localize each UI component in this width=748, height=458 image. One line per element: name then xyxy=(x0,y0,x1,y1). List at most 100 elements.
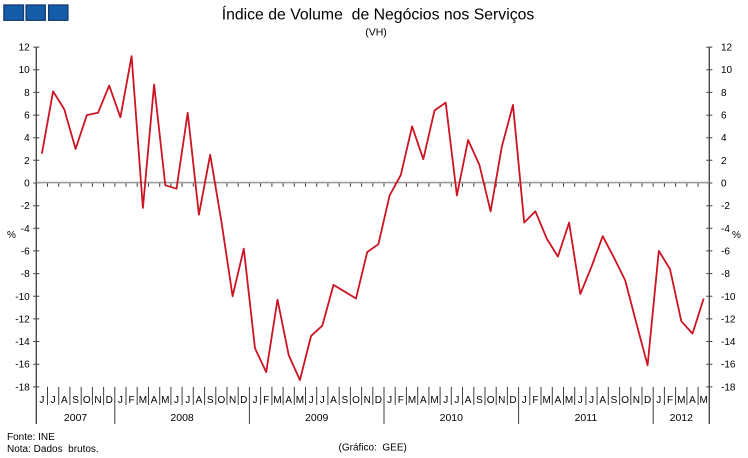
svg-text:6: 6 xyxy=(721,111,727,122)
svg-text:-18: -18 xyxy=(15,382,30,393)
svg-text:-6: -6 xyxy=(721,246,730,257)
svg-text:J: J xyxy=(320,395,325,406)
svg-text:N: N xyxy=(229,395,236,406)
svg-text:N: N xyxy=(364,395,371,406)
svg-text:D: D xyxy=(644,395,651,406)
svg-text:(Gráfico: GEE): (Gráfico: GEE) xyxy=(339,442,407,453)
svg-text:M: M xyxy=(565,395,573,406)
svg-text:-2: -2 xyxy=(721,201,730,212)
svg-text:12: 12 xyxy=(19,43,31,54)
svg-text:J: J xyxy=(118,395,123,406)
svg-text:M: M xyxy=(677,395,685,406)
svg-text:S: S xyxy=(611,395,618,406)
svg-text:-14: -14 xyxy=(721,337,736,348)
svg-text:J: J xyxy=(656,395,661,406)
svg-text:F: F xyxy=(263,395,269,406)
svg-text:A: A xyxy=(151,395,158,406)
svg-text:J: J xyxy=(39,395,44,406)
svg-text:J: J xyxy=(185,395,190,406)
svg-text:-12: -12 xyxy=(721,314,736,325)
svg-text:J: J xyxy=(174,395,179,406)
svg-text:10: 10 xyxy=(19,65,31,76)
svg-text:M: M xyxy=(273,395,281,406)
svg-text:A: A xyxy=(465,395,472,406)
svg-text:D: D xyxy=(106,395,113,406)
svg-text:J: J xyxy=(443,395,448,406)
svg-text:M: M xyxy=(139,395,147,406)
svg-text:-10: -10 xyxy=(15,292,30,303)
svg-text:J: J xyxy=(589,395,594,406)
svg-text:J: J xyxy=(309,395,314,406)
svg-text:-14: -14 xyxy=(15,337,30,348)
svg-text:6: 6 xyxy=(24,111,30,122)
svg-text:F: F xyxy=(667,395,673,406)
svg-text:J: J xyxy=(387,395,392,406)
svg-text:N: N xyxy=(94,395,101,406)
svg-text:A: A xyxy=(420,395,427,406)
svg-text:10: 10 xyxy=(721,65,733,76)
svg-text:-4: -4 xyxy=(21,224,30,235)
svg-text:M: M xyxy=(296,395,304,406)
svg-text:A: A xyxy=(599,395,606,406)
svg-text:M: M xyxy=(161,395,169,406)
svg-text:A: A xyxy=(285,395,292,406)
svg-text:M: M xyxy=(543,395,551,406)
svg-text:O: O xyxy=(83,395,91,406)
svg-text:12: 12 xyxy=(721,43,733,54)
svg-text:O: O xyxy=(218,395,226,406)
svg-text:M: M xyxy=(700,395,708,406)
svg-text:8: 8 xyxy=(721,88,727,99)
svg-text:A: A xyxy=(555,395,562,406)
svg-text:F: F xyxy=(532,395,538,406)
svg-text:J: J xyxy=(578,395,583,406)
svg-text:2012: 2012 xyxy=(670,412,694,424)
svg-text:D: D xyxy=(240,395,247,406)
svg-text:A: A xyxy=(689,395,696,406)
svg-text:-10: -10 xyxy=(721,292,736,303)
svg-text:A: A xyxy=(61,395,68,406)
svg-text:-12: -12 xyxy=(15,314,30,325)
svg-text:2007: 2007 xyxy=(64,412,88,424)
svg-text:2010: 2010 xyxy=(440,412,464,424)
svg-text:-16: -16 xyxy=(721,360,736,371)
svg-text:S: S xyxy=(341,395,348,406)
svg-text:F: F xyxy=(129,395,135,406)
svg-text:2011: 2011 xyxy=(575,412,598,424)
svg-text:J: J xyxy=(253,395,258,406)
svg-text:M: M xyxy=(408,395,416,406)
svg-text:O: O xyxy=(621,395,629,406)
svg-text:%: % xyxy=(7,230,16,241)
svg-text:D: D xyxy=(509,395,516,406)
svg-text:D: D xyxy=(375,395,382,406)
svg-text:0: 0 xyxy=(721,179,727,190)
svg-text:0: 0 xyxy=(24,179,30,190)
svg-text:O: O xyxy=(487,395,495,406)
svg-text:A: A xyxy=(330,395,337,406)
svg-text:4: 4 xyxy=(721,133,727,144)
svg-text:O: O xyxy=(352,395,360,406)
svg-text:S: S xyxy=(476,395,483,406)
svg-text:2: 2 xyxy=(721,156,727,167)
svg-text:A: A xyxy=(196,395,203,406)
svg-text:Índice de Volume de Negócios: Índice de Volume de Negócios nos Serviço… xyxy=(222,5,535,24)
svg-text:N: N xyxy=(498,395,505,406)
svg-text:-2: -2 xyxy=(21,201,30,212)
svg-text:J: J xyxy=(454,395,459,406)
svg-text:2: 2 xyxy=(24,156,30,167)
svg-text:-16: -16 xyxy=(15,360,30,371)
svg-text:F: F xyxy=(398,395,404,406)
svg-text:-18: -18 xyxy=(721,382,736,393)
svg-text:J: J xyxy=(522,395,527,406)
svg-text:J: J xyxy=(51,395,56,406)
svg-text:Fonte: INE: Fonte: INE xyxy=(7,432,55,443)
svg-text:8: 8 xyxy=(24,88,30,99)
svg-text:(VH): (VH) xyxy=(365,26,387,38)
svg-text:-8: -8 xyxy=(21,269,30,280)
svg-text:S: S xyxy=(207,395,214,406)
svg-text:%: % xyxy=(732,230,741,241)
svg-text:N: N xyxy=(633,395,640,406)
svg-text:2009: 2009 xyxy=(305,412,329,424)
svg-text:-8: -8 xyxy=(721,269,730,280)
svg-text:M: M xyxy=(430,395,438,406)
svg-text:-6: -6 xyxy=(21,246,30,257)
